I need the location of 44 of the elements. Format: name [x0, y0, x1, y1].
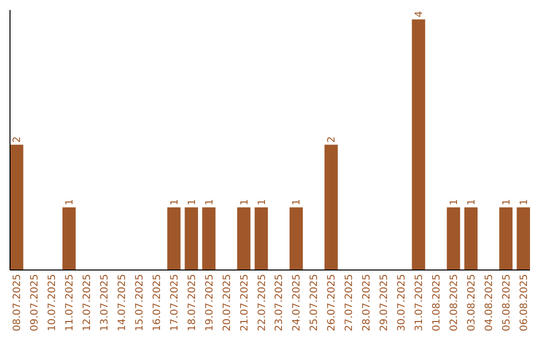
data-label: 1	[64, 198, 76, 206]
data-label: 1	[186, 198, 198, 206]
x-tick-label: 31.07.2025	[414, 274, 426, 332]
x-tick-label: 10.07.2025	[47, 274, 58, 332]
x-tick-label: 16.07.2025	[152, 274, 163, 332]
x-tick-label: 29.07.2025	[379, 274, 390, 332]
x-tick-label: 18.07.2025	[186, 274, 198, 332]
x-tick-label: 22.07.2025	[256, 274, 268, 332]
data-label: 1	[448, 198, 460, 206]
x-tick-label: 05.08.2025	[501, 274, 512, 332]
x-tick-label: 21.07.2025	[239, 274, 250, 332]
data-label: 1	[169, 198, 180, 206]
x-tick-label: 19.07.2025	[204, 274, 216, 332]
x-tick-label: 09.07.2025	[30, 274, 41, 332]
x-tick-label: 11.07.2025	[64, 274, 76, 332]
x-tick-label: 03.08.2025	[466, 274, 478, 332]
x-tick-label: 26.07.2025	[326, 274, 338, 332]
data-label: 1	[239, 198, 250, 206]
x-tick-label: 23.07.2025	[274, 274, 286, 332]
x-tick-label: 25.07.2025	[309, 274, 320, 332]
x-tick-label: 17.07.2025	[169, 274, 180, 332]
x-tick-label: 08.07.2025	[12, 274, 24, 332]
x-tick-label: 28.07.2025	[362, 274, 373, 332]
x-tick-label: 24.07.2025	[292, 274, 303, 332]
x-tick-label: 01.08.2025	[431, 274, 442, 332]
x-tick-label: 13.07.2025	[100, 274, 111, 332]
data-label: 1	[518, 198, 530, 206]
data-label: 2	[326, 136, 338, 143]
data-label: 1	[501, 198, 512, 206]
x-tick-label: 20.07.2025	[222, 274, 233, 332]
x-tick-label: 15.07.2025	[134, 274, 146, 332]
x-tick-label: 27.07.2025	[344, 274, 356, 332]
data-label: 1	[204, 198, 216, 206]
data-label: 1	[292, 198, 303, 206]
x-tick-label: 12.07.2025	[82, 274, 94, 332]
data-label: 1	[256, 198, 268, 206]
x-tick-label: 14.07.2025	[116, 274, 128, 332]
data-label: 4	[414, 11, 426, 18]
x-tick-label: 02.08.2025	[448, 274, 460, 332]
data-label: 2	[12, 136, 24, 143]
x-tick-label: 04.08.2025	[484, 274, 495, 332]
x-tick-label: 06.08.2025	[518, 274, 530, 332]
x-tick-label: 30.07.2025	[396, 274, 408, 332]
data-label: 1	[466, 198, 478, 206]
